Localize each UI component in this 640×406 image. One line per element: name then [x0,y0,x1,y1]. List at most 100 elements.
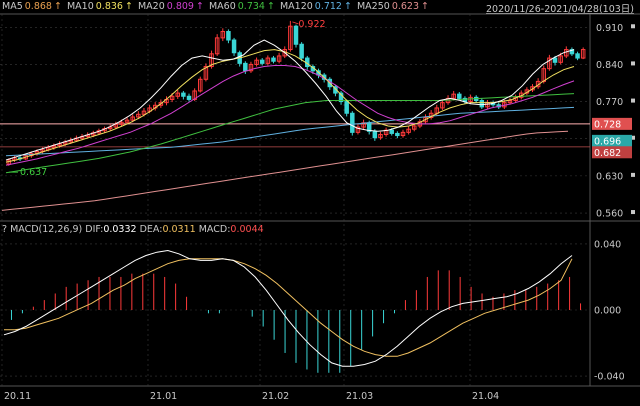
candle-body [265,57,271,64]
ma60-value: 0.734 [237,1,265,12]
candle-body [423,117,428,123]
candle-body [412,125,417,130]
candle-body [378,133,383,139]
candle-body [507,100,513,104]
candle-body [226,31,231,41]
candle-body [400,131,406,137]
flag-b-text: 0.682 [594,148,621,159]
candle-body [372,130,378,139]
candle-body [530,86,535,91]
ma5-label: MA5 [2,1,23,12]
candle-body [147,107,152,112]
candle-body [355,126,361,133]
ma-legend: MA5 0.868 ↑ MA10 0.836 ↑ MA20 0.809 ↑ MA60 0.73… [2,1,431,15]
candle-body [119,121,124,125]
candle-body [254,59,259,65]
ma5-value: 0.868 [24,1,52,12]
candle-body [440,102,445,109]
ma20-line [5,65,575,166]
date-range-link[interactable]: 2020/11/26-2021/04/28(103日) [486,4,634,15]
dea-line [4,258,573,357]
candle-body [406,128,411,133]
price-tick-label: 0.770 [596,97,623,108]
flag-a-text: 0.696 [594,136,621,147]
macd-tick-label: -0.040 [594,372,625,383]
candle-body [158,102,164,106]
price-tick-label: 0.560 [596,209,623,220]
ma5-line [5,39,575,161]
time-tick-label: 21.01 [150,391,177,402]
price-tick-marker [631,24,635,29]
candle-body [575,53,580,59]
candle-body [338,92,344,103]
price-tick-marker [631,210,635,215]
dif-line [3,249,573,367]
ma10-value: 0.836 [95,1,123,12]
candle-body [209,53,214,68]
price-tick-marker [631,98,635,103]
candle-body [395,132,400,137]
candle-body [276,55,282,62]
macd-legend: ? MACD(12,26,9) DIF:0.0332 DEA:0.0311 MA… [2,224,264,235]
ma60-line [5,93,575,174]
ma5-arrow-icon: ↑ [53,1,62,12]
ma20-arrow-icon: ↑ [195,1,204,12]
flag-b-bg [592,146,632,159]
macd-value: 0.0044 [230,224,264,235]
candle-body [547,57,552,70]
ma10-label: MA10 [66,1,94,12]
candle-body [141,110,147,115]
price-tick-marker [631,135,635,140]
current-price-flag-text: 0.728 [594,119,621,130]
price-tick-label: 0.840 [596,60,623,71]
macd-tick-label: 0.040 [594,239,621,250]
candle-body [288,25,293,51]
candle-body [136,113,141,118]
time-tick-label: 21.02 [262,391,289,402]
candle-body [220,31,226,39]
candle-body [192,90,197,100]
dea-label: DEA: [139,224,163,235]
price-tick-label: 0.910 [596,23,623,34]
macd-name: MACD(12,26,9) [10,224,83,235]
candle-body [203,66,209,80]
flag-a-bg [592,134,632,147]
candle-body [248,63,254,72]
candle-body [552,57,558,63]
ma60-arrow-icon: ↑ [266,1,275,12]
candle-body [113,123,119,128]
low-value-label: 0.637 [20,167,47,178]
ma250-arrow-icon: ↑ [421,1,429,12]
current-price-flag-bg [592,117,632,130]
ma60-label: MA60 [208,1,236,12]
candle-body [293,25,299,45]
candle-body [198,78,203,92]
candle-body [243,62,248,72]
ma250-line [1,130,569,211]
price-tick-marker [631,172,635,177]
candle-body [299,43,304,59]
ma250-label: MA250 [356,1,390,12]
candle-body [569,49,575,55]
candle-body [350,112,355,133]
ma20-label: MA20 [137,1,165,12]
ma20-value: 0.809 [166,1,194,12]
time-tick-label: 20.11 [4,391,31,402]
price-tick-label: 0.630 [596,171,623,182]
high-value-label: 0.922 [298,19,325,30]
ma250-value: 0.623 [391,1,420,12]
candle-body [271,57,276,62]
macd-help-icon[interactable]: ? [2,224,8,235]
dea-value: 0.0311 [162,224,196,235]
time-tick-label: 21.03 [346,391,373,402]
candle-body [231,39,237,54]
candle-body [181,92,186,97]
candle-body [479,100,485,108]
candle-body [259,59,265,64]
price-tick-marker [631,61,635,66]
candle-body [389,129,394,134]
candle-body [457,93,462,99]
candle-body [169,95,175,100]
ma120-line [5,106,575,157]
